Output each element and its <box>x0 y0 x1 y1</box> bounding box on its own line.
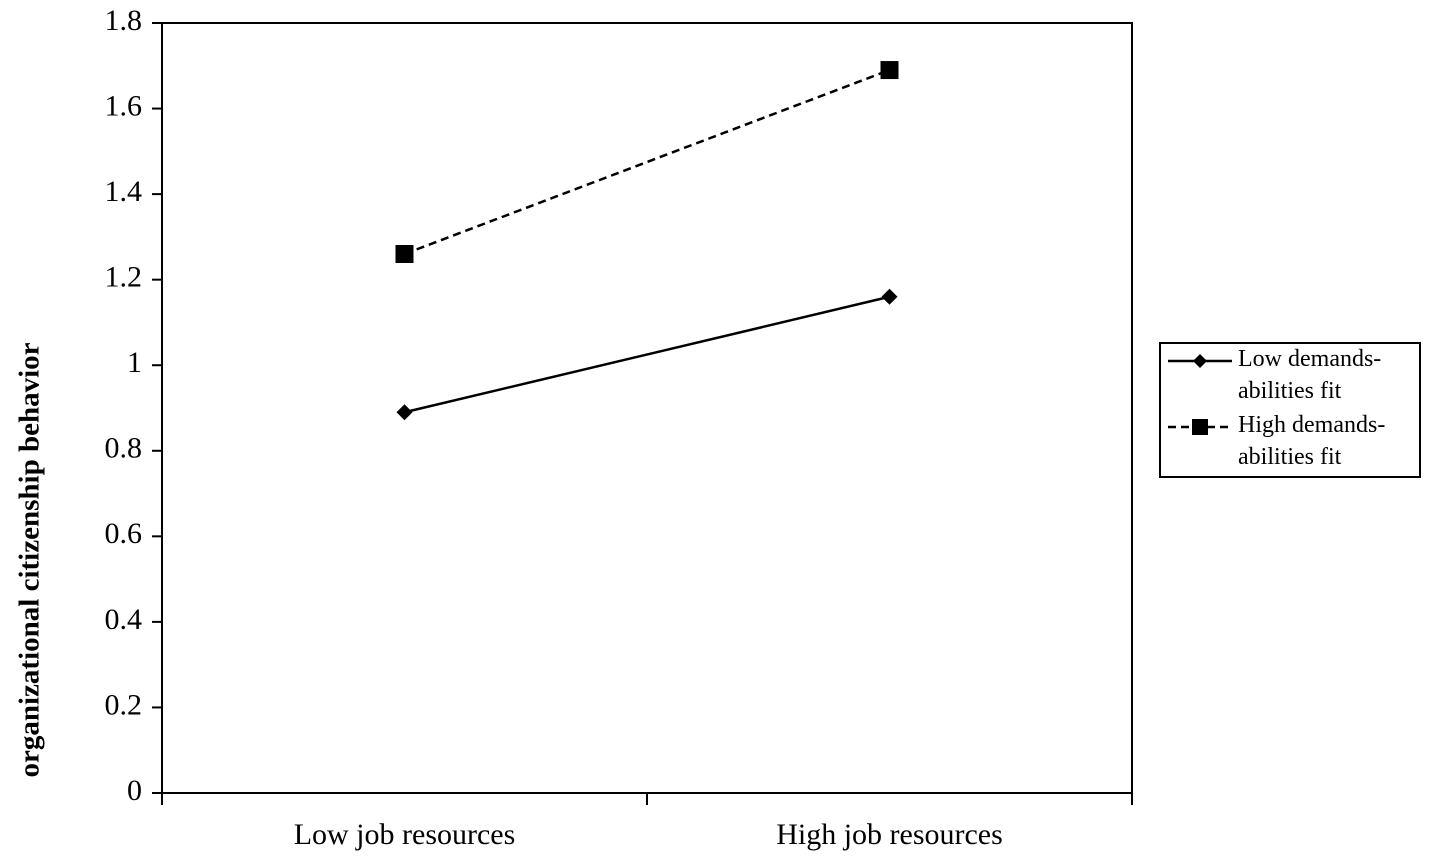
marker <box>395 245 414 263</box>
y-tick-label: 1.2 <box>105 261 143 294</box>
y-tick-label: 0 <box>127 774 142 807</box>
legend-box <box>1159 342 1421 478</box>
marker <box>396 404 413 421</box>
marker <box>880 61 899 80</box>
x-tick-label: Low job resources <box>294 818 516 851</box>
legend-label: Low demands-abilities fit <box>1238 346 1382 404</box>
marker <box>1193 354 1207 368</box>
x-tick-label: High job resources <box>776 818 1003 851</box>
y-tick-label: 0.6 <box>105 517 143 550</box>
marker <box>1192 419 1208 435</box>
y-tick-label: 0.8 <box>105 432 143 465</box>
y-tick-label: 1.6 <box>105 89 143 122</box>
y-tick-label: 0.2 <box>105 688 143 721</box>
y-tick-label: 1.4 <box>105 175 143 208</box>
legend-label: High demands-abilities fit <box>1238 412 1386 470</box>
y-tick-label: 1.8 <box>105 4 143 37</box>
y-tick-label: 0.4 <box>105 603 143 636</box>
marker <box>881 288 898 305</box>
legend-entry: Low demands-abilities fit <box>1238 346 1382 404</box>
y-tick-label: 1 <box>127 346 142 379</box>
legend-entry: High demands-abilities fit <box>1238 412 1386 470</box>
y-axis-label: organizational citizenship behavior <box>14 342 46 777</box>
series-line <box>404 295 890 414</box>
series-line <box>404 68 890 256</box>
